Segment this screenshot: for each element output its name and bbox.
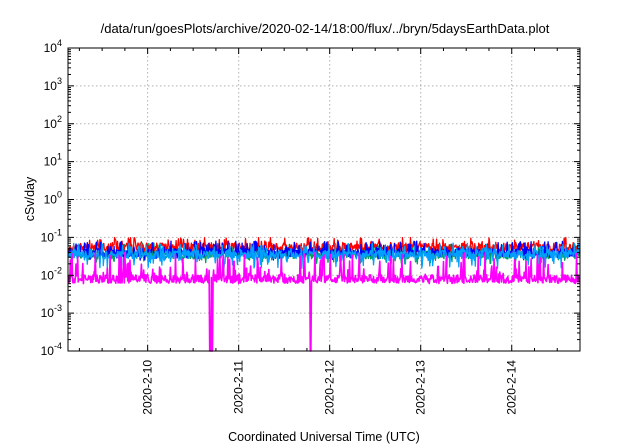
y-tick-label: 104 bbox=[44, 38, 62, 55]
x-tick-label: 2020-2-13 bbox=[414, 360, 428, 415]
series-line bbox=[67, 251, 581, 352]
y-tick-label: 102 bbox=[44, 114, 62, 131]
y-axis-ticks: 10-4 10-3 10-2 10-1 100 101 102 103 104 bbox=[41, 38, 580, 358]
y-tick-label: 10-1 bbox=[41, 227, 62, 244]
x-axis-ticks: 2020-2-10 2020-2-11 2020-2-12 2020-2-13 2020… bbox=[78, 48, 581, 415]
series-group bbox=[67, 236, 581, 352]
x-tick-label: 2020-2-14 bbox=[505, 360, 519, 415]
y-tick-label: 103 bbox=[44, 76, 62, 93]
x-axis-label: Coordinated Universal Time (UTC) bbox=[228, 430, 420, 444]
y-tick-label: 10-2 bbox=[41, 265, 62, 282]
y-tick-label: 101 bbox=[44, 152, 62, 169]
chart-title: /data/run/goesPlots/archive/2020-02-14/1… bbox=[101, 21, 550, 36]
y-axis-label: cSv/day bbox=[23, 176, 37, 221]
y-tick-label: 10-3 bbox=[41, 303, 62, 320]
y-tick-label: 100 bbox=[44, 190, 62, 207]
y-tick-label: 10-4 bbox=[41, 341, 62, 358]
x-tick-label: 2020-2-11 bbox=[232, 360, 246, 414]
x-tick-label: 2020-2-10 bbox=[141, 360, 155, 415]
x-tick-label: 2020-2-12 bbox=[323, 360, 337, 415]
